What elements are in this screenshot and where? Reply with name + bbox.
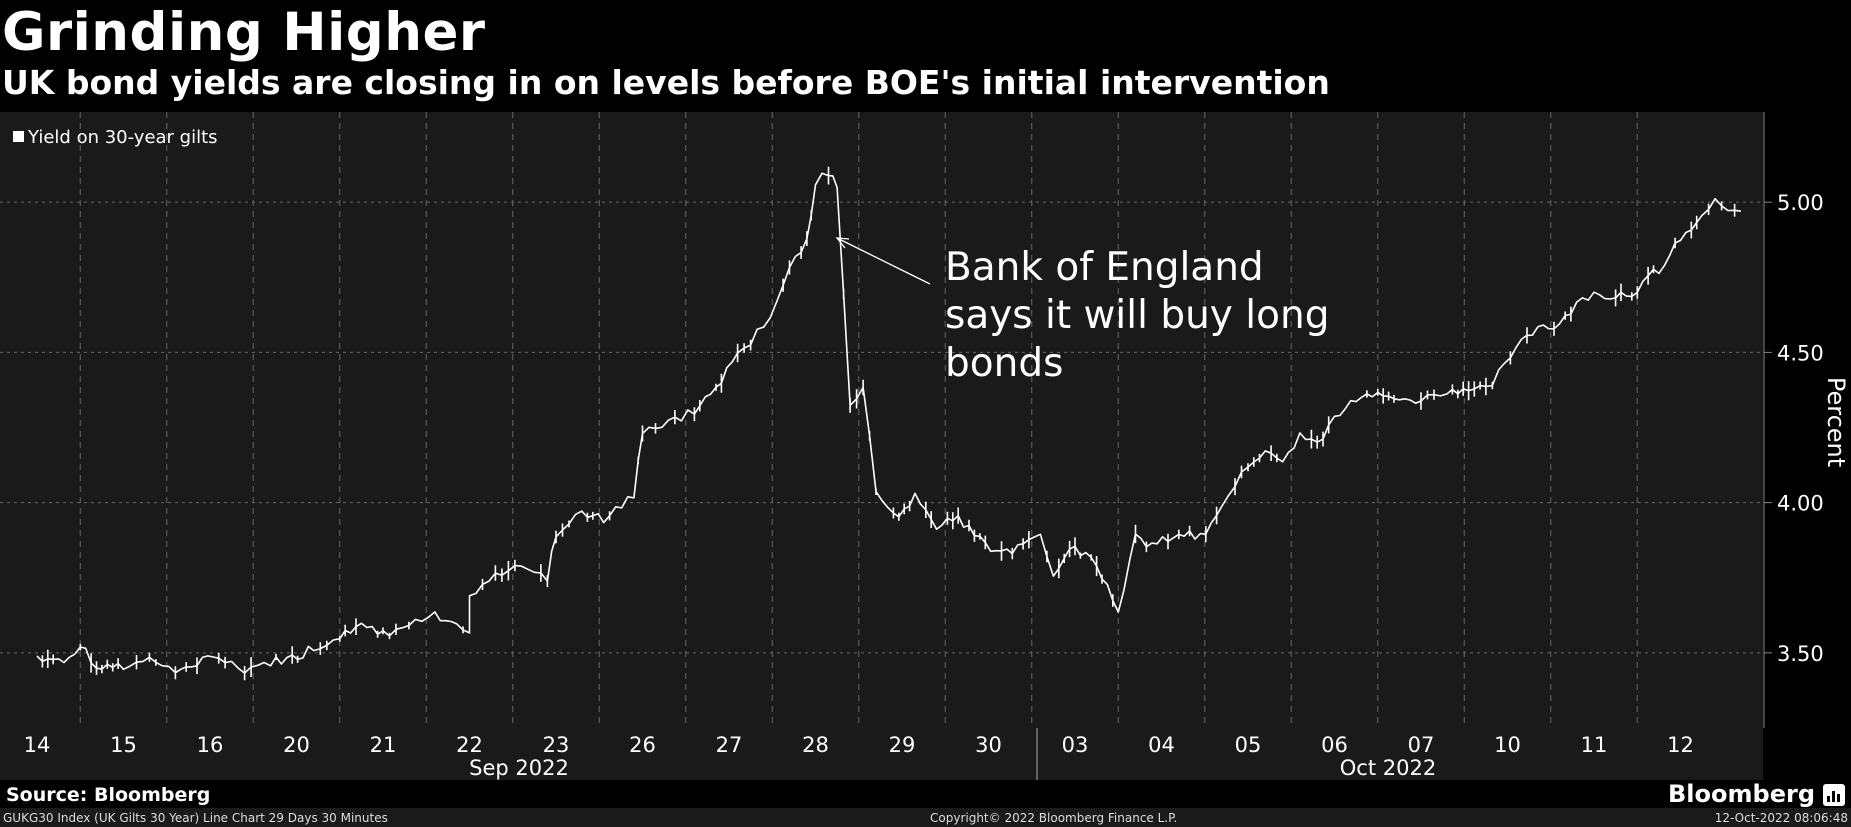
annotation: Bank of England says it will buy long bo… xyxy=(835,237,1329,386)
x-tick-label: 14 xyxy=(24,733,51,757)
chart-subtitle: UK bond yields are closing in on levels … xyxy=(2,63,1330,102)
x-tick-label: 26 xyxy=(629,733,656,757)
copyright: Copyright© 2022 Bloomberg Finance L.P. xyxy=(930,811,1178,825)
annotation-line-1: Bank of England xyxy=(945,245,1264,290)
x-axis-band xyxy=(0,728,1763,780)
x-tick-label: 30 xyxy=(975,733,1002,757)
chart-title: Grinding Higher xyxy=(2,2,486,63)
y-tick-label: 3.50 xyxy=(1777,642,1824,666)
x-tick-label: 27 xyxy=(716,733,743,757)
x-tick-label: 11 xyxy=(1581,733,1608,757)
bloomberg-chart-icon xyxy=(1823,784,1845,806)
annotation-line-2: says it will buy long xyxy=(945,293,1329,338)
y-tick-label: 5.00 xyxy=(1777,191,1824,215)
x-tick-label: 15 xyxy=(110,733,137,757)
x-tick-label: 28 xyxy=(802,733,829,757)
x-tick-label: 29 xyxy=(889,733,916,757)
x-tick-label: 07 xyxy=(1408,733,1435,757)
source-note: Source: Bloomberg xyxy=(6,784,211,806)
x-group-sep: Sep 2022 xyxy=(469,756,569,780)
x-tick-label: 03 xyxy=(1062,733,1089,757)
x-tick-label: 23 xyxy=(543,733,570,757)
x-tick-label: 20 xyxy=(283,733,310,757)
y-tick-label: 4.00 xyxy=(1777,492,1824,516)
legend: Yield on 30-year gilts xyxy=(13,127,218,148)
x-group-oct: Oct 2022 xyxy=(1340,756,1436,780)
x-tick-label: 16 xyxy=(197,733,224,757)
line-chart: 3.50 4.00 4.50 5.00 14 15 16 20 21 22 23 26 27 28 29 3… xyxy=(0,112,1850,780)
annotation-arrowhead xyxy=(835,237,850,249)
x-tick-label: 04 xyxy=(1148,733,1175,757)
x-tick-label: 06 xyxy=(1321,733,1348,757)
x-tick-label: 10 xyxy=(1494,733,1521,757)
y-axis-label: Percent xyxy=(1822,377,1850,467)
annotation-line-3: bonds xyxy=(945,341,1063,386)
x-tick-label: 21 xyxy=(370,733,397,757)
plot-background xyxy=(0,112,1763,728)
timestamp: 12-Oct-2022 08:06:48 xyxy=(1714,811,1848,825)
annotation-arrow xyxy=(836,237,931,285)
bloomberg-logo: Bloomberg xyxy=(1668,780,1815,808)
x-tick-label: 22 xyxy=(456,733,483,757)
legend-label: Yield on 30-year gilts xyxy=(27,127,218,148)
series-line xyxy=(36,166,1742,681)
footer-bar: GUKG30 Index (UK Gilts 30 Year) Line Cha… xyxy=(0,808,1851,827)
x-tick-label: 05 xyxy=(1235,733,1262,757)
y-tick-label: 4.50 xyxy=(1777,341,1824,365)
x-tick-label: 12 xyxy=(1667,733,1694,757)
index-description: GUKG30 Index (UK Gilts 30 Year) Line Cha… xyxy=(3,811,388,825)
legend-swatch xyxy=(13,131,24,142)
